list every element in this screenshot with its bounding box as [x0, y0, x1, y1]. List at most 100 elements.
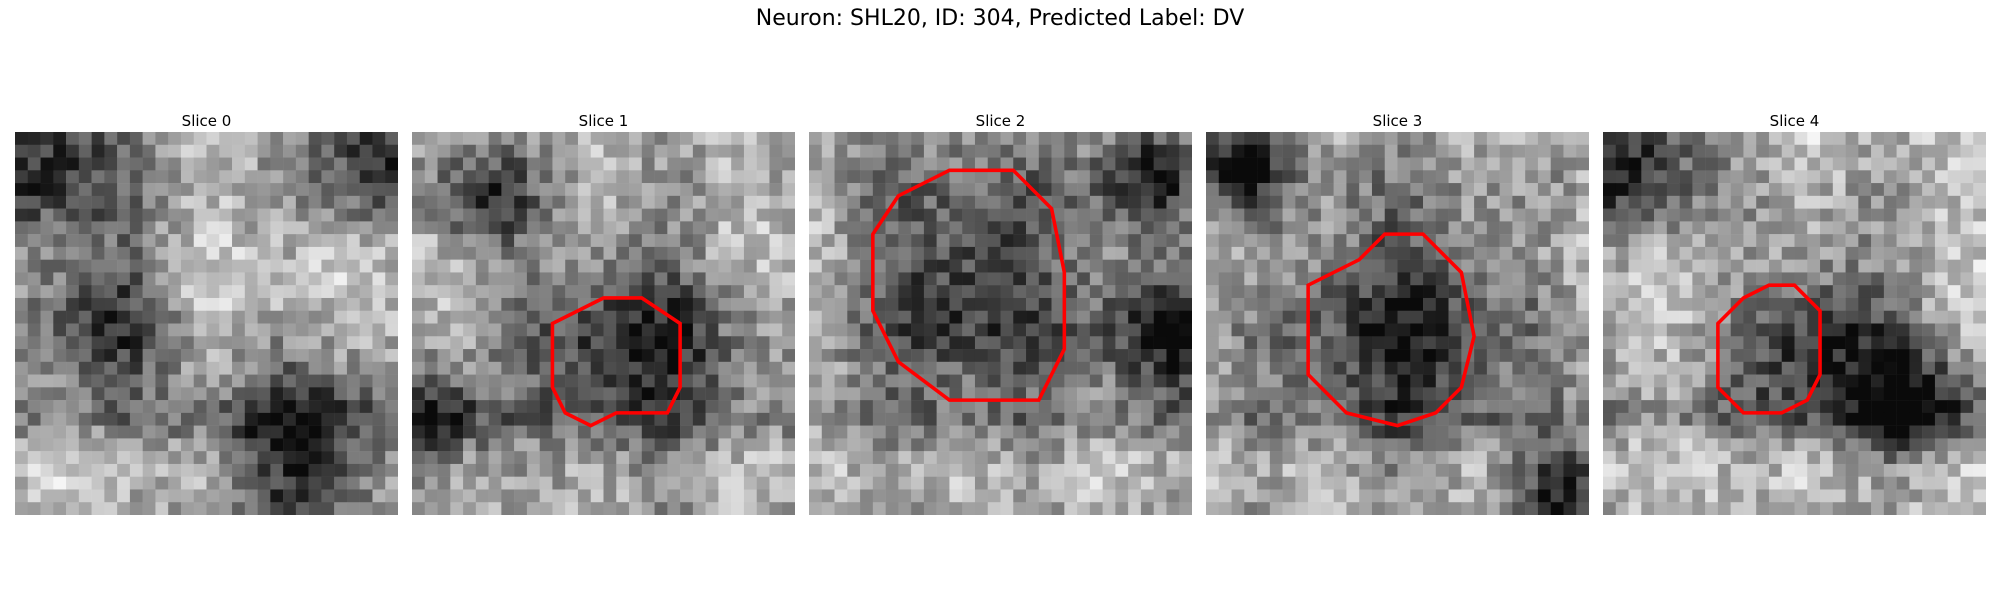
image-pixel	[629, 387, 643, 401]
image-pixel	[1166, 349, 1180, 363]
image-pixel	[1435, 285, 1449, 299]
image-pixel	[616, 336, 630, 350]
image-pixel	[1832, 310, 1846, 324]
image-pixel	[1346, 489, 1360, 503]
image-pixel	[1102, 412, 1116, 426]
image-pixel	[308, 476, 322, 490]
image-pixel	[1359, 489, 1373, 503]
image-pixel	[91, 323, 105, 337]
image-pixel	[1000, 425, 1014, 439]
image-pixel	[1922, 170, 1936, 184]
image-pixel	[923, 502, 937, 515]
image-pixel	[129, 234, 143, 248]
image-pixel	[1179, 374, 1192, 388]
image-pixel	[629, 502, 643, 515]
image-pixel	[565, 489, 579, 503]
image-pixel	[1628, 374, 1642, 388]
image-pixel	[756, 310, 770, 324]
image-pixel	[1628, 463, 1642, 477]
image-pixel	[923, 349, 937, 363]
image-pixel	[308, 272, 322, 286]
image-pixel	[501, 463, 515, 477]
image-pixel	[1410, 208, 1424, 222]
image-pixel	[155, 451, 169, 465]
image-pixel	[1654, 349, 1668, 363]
image-pixel	[321, 323, 335, 337]
image-pixel	[40, 170, 54, 184]
image-pixel	[488, 400, 502, 414]
image-pixel	[641, 387, 655, 401]
image-pixel	[1474, 195, 1488, 209]
image-pixel	[1371, 476, 1385, 490]
image-pixel	[603, 285, 617, 299]
image-pixel	[346, 374, 360, 388]
image-pixel	[385, 157, 398, 171]
image-pixel	[705, 144, 719, 158]
image-pixel	[412, 438, 426, 452]
image-pixel	[1244, 451, 1258, 465]
image-pixel	[514, 425, 528, 439]
image-pixel	[155, 259, 169, 273]
image-pixel	[1384, 310, 1398, 324]
image-pixel	[911, 234, 925, 248]
image-pixel	[1654, 463, 1668, 477]
image-pixel	[1000, 297, 1014, 311]
image-pixel	[1359, 476, 1373, 490]
image-pixel	[847, 374, 861, 388]
image-pixel	[1730, 183, 1744, 197]
image-pixel	[782, 310, 795, 324]
image-pixel	[1512, 132, 1526, 146]
image-pixel	[27, 502, 41, 515]
image-pixel	[962, 170, 976, 184]
image-pixel	[1692, 361, 1706, 375]
image-pixel	[1423, 285, 1437, 299]
image-pixel	[641, 285, 655, 299]
image-pixel	[731, 221, 745, 235]
image-pixel	[847, 310, 861, 324]
image-pixel	[885, 285, 899, 299]
image-pixel	[66, 310, 80, 324]
image-pixel	[860, 234, 874, 248]
image-pixel	[1102, 323, 1116, 337]
image-pixel	[885, 463, 899, 477]
image-pixel	[577, 476, 591, 490]
image-pixel	[27, 183, 41, 197]
image-pixel	[718, 170, 732, 184]
image-pixel	[385, 297, 398, 311]
image-pixel	[1244, 297, 1258, 311]
image-pixel	[283, 476, 297, 490]
image-pixel	[590, 438, 604, 452]
image-pixel	[1333, 208, 1347, 222]
image-pixel	[437, 451, 451, 465]
image-pixel	[372, 195, 386, 209]
image-pixel	[885, 374, 899, 388]
image-pixel	[1013, 297, 1027, 311]
image-pixel	[1333, 361, 1347, 375]
image-pixel	[142, 208, 156, 222]
image-pixel	[1666, 463, 1680, 477]
image-pixel	[1832, 400, 1846, 414]
image-pixel	[898, 272, 912, 286]
image-pixel	[1026, 336, 1040, 350]
image-pixel	[1359, 502, 1373, 515]
image-pixel	[821, 451, 835, 465]
image-pixel	[15, 361, 29, 375]
image-pixel	[821, 425, 835, 439]
image-pixel	[1153, 285, 1167, 299]
image-pixel	[1922, 463, 1936, 477]
image-pixel	[1486, 361, 1500, 375]
image-pixel	[872, 170, 886, 184]
image-pixel	[1807, 361, 1821, 375]
image-pixel	[731, 272, 745, 286]
image-pixel	[1781, 195, 1795, 209]
image-pixel	[1435, 451, 1449, 465]
image-pixel	[1282, 208, 1296, 222]
image-pixel	[334, 195, 348, 209]
image-pixel	[1922, 412, 1936, 426]
image-pixel	[1128, 400, 1142, 414]
image-pixel	[1206, 463, 1220, 477]
image-pixel	[1115, 170, 1129, 184]
image-pixel	[270, 234, 284, 248]
image-pixel	[987, 132, 1001, 146]
image-pixel	[1781, 310, 1795, 324]
